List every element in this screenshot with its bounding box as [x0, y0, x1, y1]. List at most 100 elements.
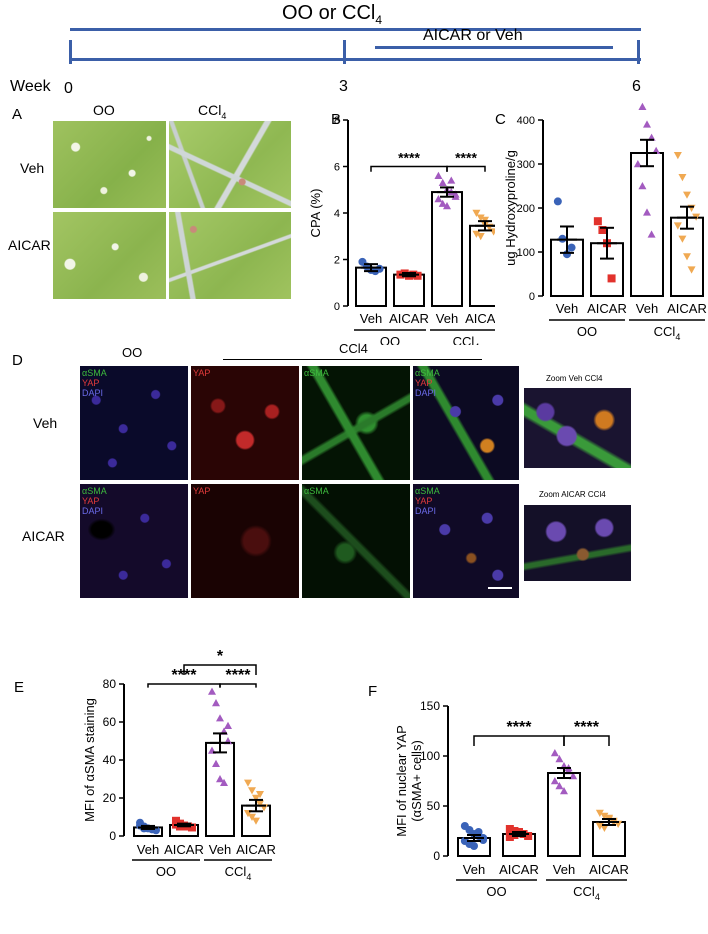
data-point	[638, 182, 647, 190]
if-label-yap-5: YAP	[193, 486, 211, 496]
if-label-dapi-6: DAPI	[415, 506, 437, 516]
x-tick-label: AICAR	[465, 311, 495, 326]
timeline-title: OO or CCl4	[282, 2, 382, 27]
zoom-aicar-image	[524, 505, 631, 581]
if-ccl-veh-sma: αSMA	[302, 366, 410, 480]
y-axis-label: MFI of αSMA staining	[82, 698, 97, 822]
sig-bracket	[219, 683, 257, 688]
y-tick-label: 50	[427, 799, 441, 813]
group-label-sub: 4	[246, 872, 251, 882]
sig-stars: ****	[574, 719, 600, 736]
data-point	[569, 772, 578, 780]
group-label: OO	[577, 324, 597, 339]
y-axis-label: MFI of nuclear YAP(αSMA+ cells)	[394, 725, 424, 837]
chart-b: B 0 2 4 6 8 CPA (%) Veh AICAR Veh AICAR OO CCl4 **** *…	[308, 111, 495, 345]
if-label-yap-4: YAP	[82, 496, 100, 506]
sig-bracket	[563, 735, 610, 746]
group-label-sub: 4	[675, 332, 680, 342]
panel-a-col-ccl: CCl4	[198, 102, 226, 121]
x-tick-label: Veh	[436, 311, 458, 326]
data-point	[555, 782, 564, 790]
data-point	[212, 699, 220, 707]
data-point	[438, 199, 447, 207]
data-point	[188, 823, 196, 832]
if-ccl-veh-yap: YAP	[191, 366, 299, 480]
data-point	[216, 714, 224, 722]
y-tick-label: 0	[529, 291, 535, 303]
zoom-veh-image	[524, 388, 631, 468]
timeline-top-line	[70, 28, 641, 31]
data-point	[252, 794, 260, 802]
data-point	[443, 202, 451, 210]
if-label-sma-2: αSMA	[304, 368, 329, 378]
group-label: CCl4	[573, 884, 600, 902]
data-point	[560, 787, 568, 795]
micrograph-oo-veh	[53, 121, 166, 208]
sig-stars: ****	[398, 150, 420, 166]
bar	[592, 821, 626, 857]
y-tick-label: 60	[103, 715, 117, 729]
if-label-dapi-4: DAPI	[82, 506, 104, 516]
x-tick-label: Veh	[137, 842, 159, 857]
group-label: OO	[156, 864, 176, 879]
data-point	[595, 809, 604, 817]
data-point	[476, 214, 485, 222]
if-ccl-aicar-merge: αSMA YAP DAPI	[413, 484, 519, 598]
data-point	[550, 749, 559, 757]
y-tick-label: 200	[517, 203, 535, 215]
group-label-sub: 4	[595, 892, 600, 902]
zoom-aicar-label: Zoom AICAR CCl4	[539, 490, 606, 499]
chart-e: E 0 20 40 60 80 MFI of αSMA staining Veh AICAR Ve…	[14, 648, 276, 882]
panel-d-row-veh: Veh	[33, 415, 58, 431]
data-point	[673, 152, 682, 160]
if-label-sma-4: αSMA	[82, 486, 107, 496]
micrograph-oo-aicar	[53, 212, 166, 299]
data-point	[220, 778, 228, 786]
data-point	[434, 171, 443, 179]
y-axis-label-line1: MFI of nuclear YAP	[394, 725, 409, 837]
week-0: 0	[64, 80, 73, 97]
data-point	[244, 779, 252, 787]
panel-a-row-aicar: AICAR	[8, 237, 51, 253]
if-oo-aicar-merge: αSMA YAP DAPI	[80, 484, 188, 598]
group-label-sub: 4	[474, 342, 479, 345]
panel-a-col-ccl-sub: 4	[221, 110, 227, 121]
data-point	[248, 787, 256, 795]
data-point	[643, 208, 651, 216]
panel-a-letter: A	[12, 106, 23, 123]
sig-bracket	[473, 735, 565, 746]
data-point	[256, 791, 264, 799]
y-axis-label: ug Hydroxyproline/g	[503, 150, 518, 266]
week-label: Week	[10, 78, 51, 95]
if-label-sma-1: αSMA	[82, 368, 107, 378]
data-point	[607, 274, 616, 283]
y-tick-label: 300	[517, 159, 535, 171]
data-point	[505, 833, 514, 841]
data-point	[550, 777, 559, 785]
data-point	[567, 243, 576, 252]
data-point	[600, 824, 609, 832]
sig-stars: *	[217, 648, 224, 665]
data-point	[434, 195, 443, 203]
data-point	[555, 755, 564, 763]
x-tick-label: Veh	[553, 862, 575, 877]
data-point	[224, 721, 232, 729]
bar	[469, 224, 495, 307]
micrograph-ccl-veh	[169, 121, 291, 208]
data-point	[687, 266, 696, 274]
y-tick-label: 100	[517, 247, 535, 259]
sig-stars: ****	[226, 667, 252, 684]
y-tick-label: 150	[420, 699, 440, 713]
panel-d-grid: αSMA YAP DAPI YAP αSMA αSMA YAP DAPI αSM…	[80, 366, 519, 598]
data-point	[252, 817, 260, 825]
if-label-yap-6: YAP	[415, 496, 433, 506]
x-tick-label: AICAR	[587, 301, 627, 316]
data-point	[413, 271, 422, 280]
y-tick-label: 20	[103, 791, 117, 805]
if-label-dapi-1: DAPI	[82, 388, 104, 398]
if-ccl-aicar-yap: YAP	[191, 484, 299, 598]
data-point	[524, 832, 533, 840]
y-tick-label: 100	[420, 749, 440, 763]
y-tick-label: 0	[109, 829, 116, 843]
timeline: OO or CCl4 AICAR or Veh Week 0 3 6	[0, 0, 708, 100]
